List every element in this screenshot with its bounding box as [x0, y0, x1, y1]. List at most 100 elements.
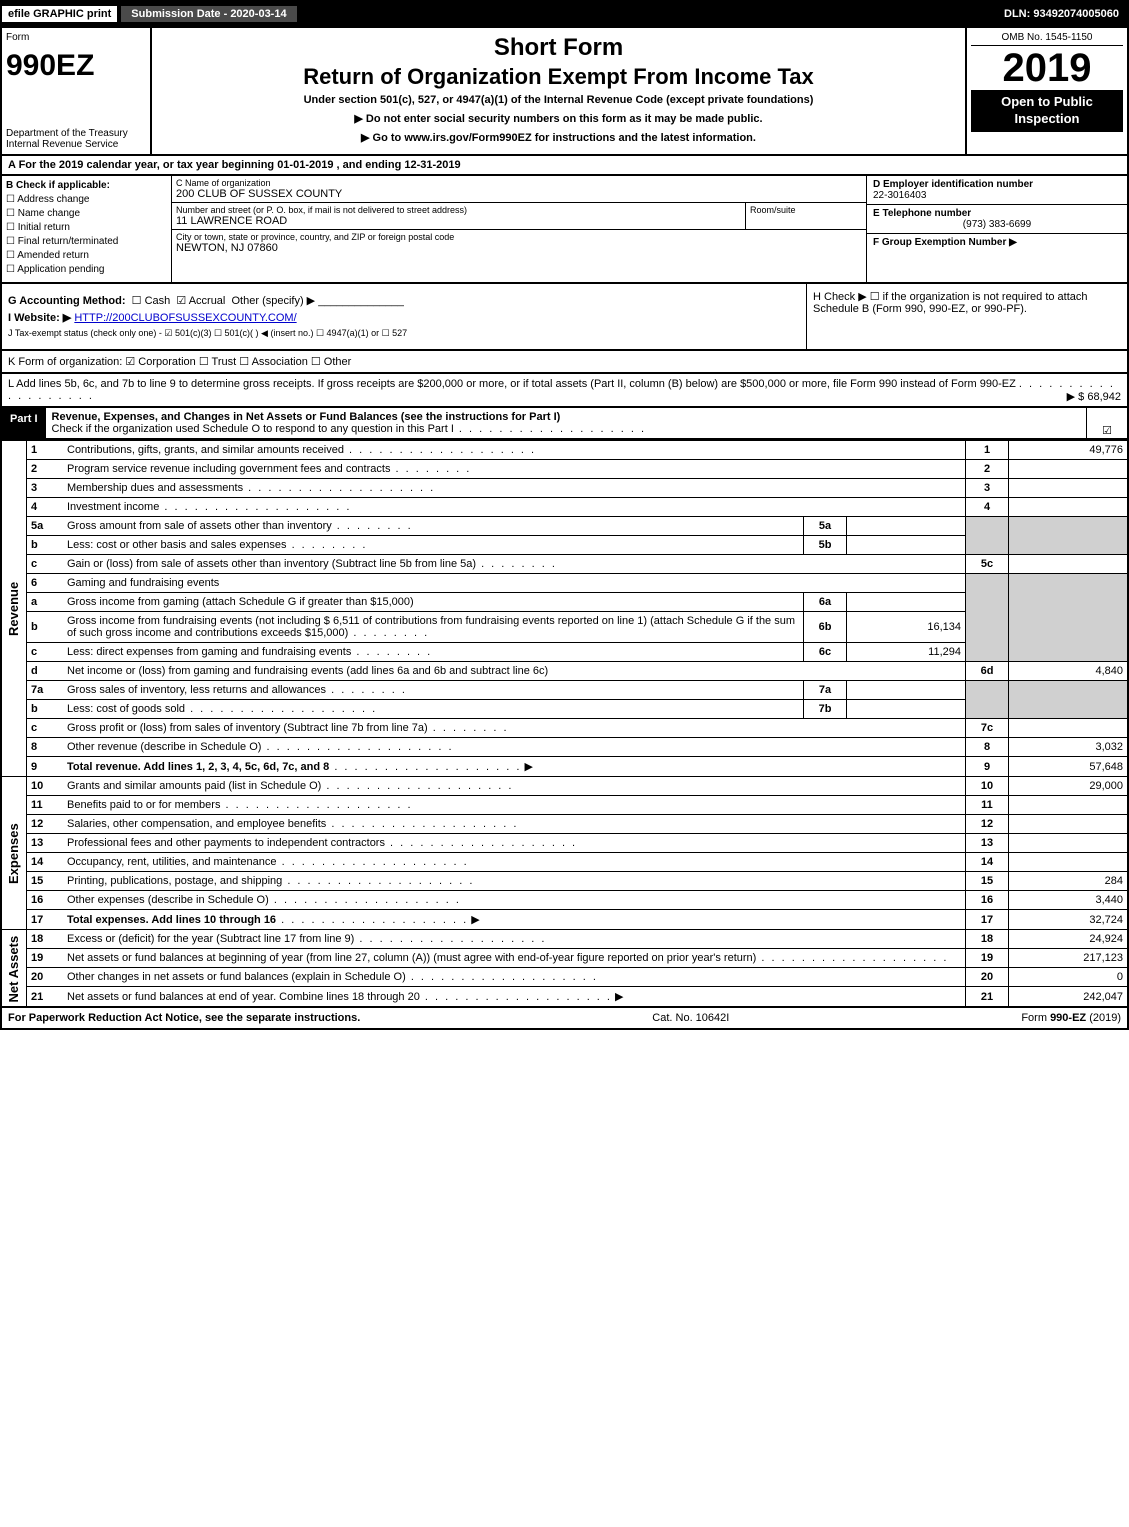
l3-val	[1009, 479, 1129, 498]
chk-application-pending[interactable]: ☐ Application pending	[6, 264, 167, 275]
part1-checkbox[interactable]: ☑	[1086, 408, 1127, 438]
l19-num: 19	[27, 949, 64, 968]
page-footer: For Paperwork Reduction Act Notice, see …	[0, 1008, 1129, 1030]
l13-desc: Professional fees and other payments to …	[67, 837, 385, 849]
l21-val: 242,047	[1009, 987, 1129, 1008]
l17-num: 17	[27, 910, 64, 930]
l19-desc: Net assets or fund balances at beginning…	[67, 952, 756, 964]
g-label: G Accounting Method:	[8, 295, 126, 307]
l11-num: 11	[27, 796, 64, 815]
website-link[interactable]: HTTP://200CLUBOFSUSSEXCOUNTY.COM/	[74, 312, 296, 324]
group-exemption-label: F Group Exemption Number ▶	[873, 237, 1017, 248]
part1-header-row: Part I Revenue, Expenses, and Changes in…	[0, 408, 1129, 440]
l14-desc: Occupancy, rent, utilities, and maintena…	[67, 856, 277, 868]
form-number: 990EZ	[6, 51, 146, 81]
phone-label: E Telephone number	[873, 208, 971, 219]
l16-val: 3,440	[1009, 891, 1129, 910]
l7b-num: b	[27, 700, 64, 719]
header-center: Short Form Return of Organization Exempt…	[152, 28, 967, 154]
col-def: D Employer identification number 22-3016…	[867, 176, 1127, 282]
l2-val	[1009, 460, 1129, 479]
l10-desc: Grants and similar amounts paid (list in…	[67, 780, 321, 792]
l15-rnum: 15	[966, 872, 1009, 891]
l8-num: 8	[27, 738, 64, 757]
l6d-desc: Net income or (loss) from gaming and fun…	[67, 665, 548, 677]
l19-val: 217,123	[1009, 949, 1129, 968]
l6a-desc: Gross income from gaming (attach Schedul…	[67, 596, 414, 608]
l16-num: 16	[27, 891, 64, 910]
chk-final-return[interactable]: ☐ Final return/terminated	[6, 236, 167, 247]
g-cash[interactable]: Cash	[145, 295, 171, 307]
form-header: Form 990EZ Department of the Treasury In…	[0, 28, 1129, 156]
l6b-num: b	[27, 612, 64, 643]
l9-val: 57,648	[1009, 757, 1129, 777]
l1-rnum: 1	[966, 441, 1009, 460]
l4-num: 4	[27, 498, 64, 517]
l12-val	[1009, 815, 1129, 834]
open-to-public: Open to Public Inspection	[971, 90, 1123, 132]
l12-num: 12	[27, 815, 64, 834]
l6d-val: 4,840	[1009, 662, 1129, 681]
l10-val: 29,000	[1009, 777, 1129, 796]
l11-rnum: 11	[966, 796, 1009, 815]
l5a-sub: 5a	[804, 517, 847, 536]
l5b-desc: Less: cost or other basis and sales expe…	[67, 539, 287, 551]
chk-amended-return[interactable]: ☐ Amended return	[6, 250, 167, 261]
l15-desc: Printing, publications, postage, and shi…	[67, 875, 282, 887]
block-ghij: G Accounting Method: ☐ Cash ☑ Accrual Ot…	[0, 284, 1129, 351]
l1-desc: Contributions, gifts, grants, and simila…	[67, 444, 344, 456]
l11-val	[1009, 796, 1129, 815]
return-title: Return of Organization Exempt From Incom…	[160, 64, 957, 90]
efile-label[interactable]: efile GRAPHIC print	[2, 6, 117, 22]
l12-desc: Salaries, other compensation, and employ…	[67, 818, 326, 830]
l21-desc: Net assets or fund balances at end of ye…	[67, 991, 420, 1003]
addr-value: 11 LAWRENCE ROAD	[176, 215, 741, 227]
chk-name-change[interactable]: ☐ Name change	[6, 208, 167, 219]
instructions-text[interactable]: ▶ Go to www.irs.gov/Form990EZ for instru…	[361, 132, 756, 144]
header-right: OMB No. 1545-1150 2019 Open to Public In…	[967, 28, 1127, 154]
l15-val: 284	[1009, 872, 1129, 891]
city-value: NEWTON, NJ 07860	[176, 242, 862, 254]
ein-value: 22-3016403	[873, 190, 926, 201]
org-name: 200 CLUB OF SUSSEX COUNTY	[176, 188, 862, 200]
col-b-title: B Check if applicable:	[6, 180, 110, 191]
l6a-num: a	[27, 593, 64, 612]
footer-left: For Paperwork Reduction Act Notice, see …	[8, 1012, 360, 1024]
footer-center: Cat. No. 10642I	[652, 1012, 729, 1024]
l6c-sub: 6c	[804, 643, 847, 662]
chk-initial-return[interactable]: ☐ Initial return	[6, 222, 167, 233]
i-label: I Website: ▶	[8, 312, 71, 324]
row-l-amount: ▶ $ 68,942	[1067, 390, 1121, 403]
l5a-num: 5a	[27, 517, 64, 536]
l16-desc: Other expenses (describe in Schedule O)	[67, 894, 269, 906]
l10-rnum: 10	[966, 777, 1009, 796]
l7c-desc: Gross profit or (loss) from sales of inv…	[67, 722, 428, 734]
ein-label: D Employer identification number	[873, 179, 1033, 190]
g-accrual[interactable]: Accrual	[189, 295, 226, 307]
instructions-link-line: ▶ Go to www.irs.gov/Form990EZ for instru…	[160, 131, 957, 144]
l5ab-grey2	[1009, 517, 1129, 555]
l5c-val	[1009, 555, 1129, 574]
l17-rnum: 17	[966, 910, 1009, 930]
l20-num: 20	[27, 968, 64, 987]
l20-desc: Other changes in net assets or fund bala…	[67, 971, 406, 983]
short-form-title: Short Form	[160, 34, 957, 62]
g-other[interactable]: Other (specify) ▶	[232, 295, 316, 307]
l7b-desc: Less: cost of goods sold	[67, 703, 185, 715]
l1-val: 49,776	[1009, 441, 1129, 460]
l4-val	[1009, 498, 1129, 517]
l19-rnum: 19	[966, 949, 1009, 968]
irs-label: Internal Revenue Service	[6, 139, 118, 150]
side-expenses: Expenses	[1, 777, 27, 930]
l14-rnum: 14	[966, 853, 1009, 872]
l18-val: 24,924	[1009, 930, 1129, 949]
l7a-sub: 7a	[804, 681, 847, 700]
tax-year: 2019	[971, 46, 1123, 90]
part1-table: Revenue 1 Contributions, gifts, grants, …	[0, 440, 1129, 1008]
row-k: K Form of organization: ☑ Corporation ☐ …	[0, 351, 1129, 374]
l7ab-grey	[966, 681, 1009, 719]
l5c-num: c	[27, 555, 64, 574]
chk-address-change[interactable]: ☐ Address change	[6, 194, 167, 205]
l7a-desc: Gross sales of inventory, less returns a…	[67, 684, 326, 696]
l6b-desc: Gross income from fundraising events (no…	[67, 615, 795, 639]
